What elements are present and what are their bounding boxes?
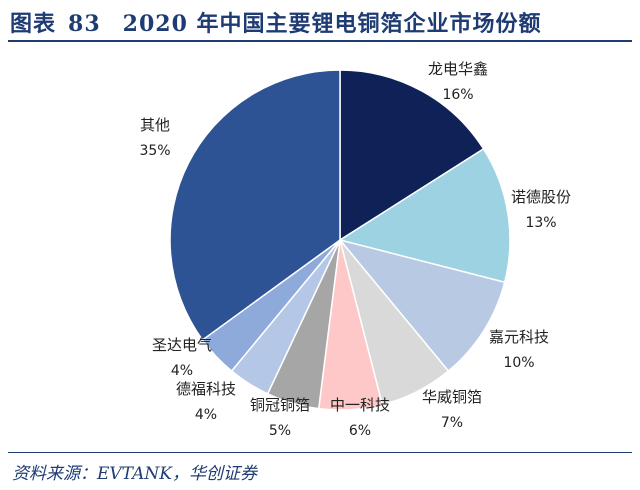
slice-name-label: 铜冠铜箔 bbox=[250, 396, 310, 414]
slice-name-label: 中一科技 bbox=[330, 396, 390, 414]
slice-percent-label: 10% bbox=[503, 355, 534, 371]
slice-percent-label: 4% bbox=[171, 363, 193, 379]
title-bar: 图表 83 2020 年中国主要锂电铜箔企业市场份额 bbox=[8, 0, 632, 42]
slice-name-label: 圣达电气 bbox=[152, 336, 212, 354]
slice-percent-label: 7% bbox=[441, 415, 463, 431]
pie-slice-1 bbox=[339, 69, 485, 242]
slice-name-label: 诺德股份 bbox=[511, 188, 571, 206]
slice-name-label: 华威铜箔 bbox=[422, 388, 482, 406]
slice-percent-label: 6% bbox=[349, 423, 371, 439]
slice-percent-label: 5% bbox=[269, 423, 291, 439]
slice-percent-label: 16% bbox=[442, 87, 473, 103]
slice-name-label: 龙电华鑫 bbox=[428, 60, 488, 78]
slice-percent-label: 4% bbox=[195, 407, 217, 423]
figure-number: 83 bbox=[68, 11, 101, 37]
chart-title: 图表 83 2020 年中国主要锂电铜箔企业市场份额 bbox=[10, 6, 542, 38]
slice-percent-label: 13% bbox=[525, 215, 556, 231]
slice-percent-label: 35% bbox=[139, 143, 170, 159]
source-note: 资料来源：EVTANK，华创证券 bbox=[12, 464, 257, 484]
pie-labels: 龙电华鑫 16% 诺德股份 13% 嘉元科技 10% 华威铜箔 7% 中一科技 6% 铜冠铜箔 5% 德… bbox=[139, 60, 571, 439]
pie-slice-9 bbox=[169, 69, 341, 341]
figure-prefix: 图表 bbox=[10, 11, 57, 37]
slice-name-label: 其他 bbox=[140, 116, 170, 134]
pie-chart: 龙电华鑫 16% 诺德股份 13% 嘉元科技 10% 华威铜箔 7% 中一科技 6% 铜冠铜箔 5% 德… bbox=[139, 60, 571, 439]
title-text: 2020 年中国主要锂电铜箔企业市场份额 bbox=[122, 11, 542, 37]
pie-slice-2 bbox=[338, 147, 511, 284]
slice-name-label: 嘉元科技 bbox=[489, 328, 549, 346]
slice-name-label: 德福科技 bbox=[176, 380, 236, 398]
pie-slice-3 bbox=[337, 238, 506, 373]
pie-slices bbox=[169, 69, 511, 411]
source-bar: 资料来源：EVTANK，华创证券 bbox=[8, 452, 632, 484]
